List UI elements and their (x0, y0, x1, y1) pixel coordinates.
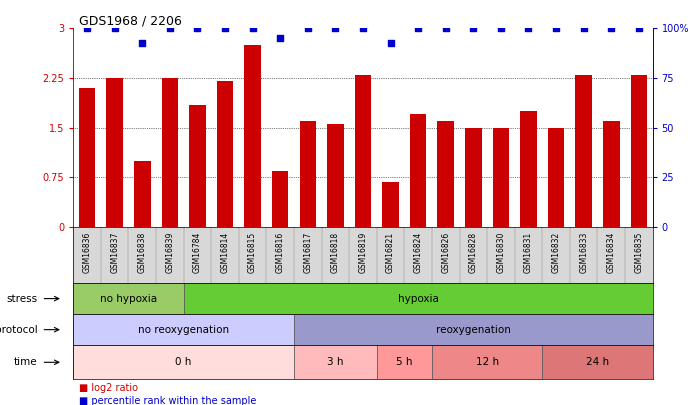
Text: time: time (14, 357, 38, 367)
Text: GSM16816: GSM16816 (276, 232, 285, 273)
Bar (299, 121, 316, 227)
Bar (73, 283, 184, 314)
Bar (217, 81, 233, 227)
Bar (106, 78, 123, 227)
Bar (189, 104, 206, 227)
Text: GSM16824: GSM16824 (414, 232, 422, 273)
Bar (575, 75, 592, 227)
Bar (79, 88, 96, 227)
Text: GSM16784: GSM16784 (193, 232, 202, 273)
Point (413, 25, 424, 32)
Bar (184, 283, 653, 314)
Text: no reoxygenation: no reoxygenation (138, 325, 229, 335)
Point (302, 25, 313, 32)
Text: GSM16815: GSM16815 (248, 232, 257, 273)
Bar (73, 345, 294, 379)
Point (468, 25, 479, 32)
Bar (438, 121, 454, 227)
Text: GSM16833: GSM16833 (579, 232, 588, 273)
Text: GSM16819: GSM16819 (359, 232, 367, 273)
Point (329, 25, 341, 32)
Text: hypoxia: hypoxia (398, 294, 438, 304)
Text: GSM16836: GSM16836 (82, 232, 91, 273)
Point (578, 25, 589, 32)
Bar (410, 115, 426, 227)
Bar (630, 75, 647, 227)
Text: GSM16821: GSM16821 (386, 232, 395, 273)
Text: ■ percentile rank within the sample: ■ percentile rank within the sample (79, 396, 256, 405)
Point (633, 25, 644, 32)
Text: GSM16839: GSM16839 (165, 232, 174, 273)
Text: GSM16835: GSM16835 (634, 232, 644, 273)
Point (109, 25, 120, 32)
Text: GSM16814: GSM16814 (221, 232, 230, 273)
Bar (377, 345, 432, 379)
Text: 3 h: 3 h (327, 357, 343, 367)
Text: GSM16832: GSM16832 (551, 232, 560, 273)
Text: 5 h: 5 h (396, 357, 413, 367)
Text: GSM16834: GSM16834 (607, 232, 616, 273)
Text: reoxygenation: reoxygenation (436, 325, 511, 335)
Text: ■ log2 ratio: ■ log2 ratio (79, 383, 138, 393)
Text: GSM16817: GSM16817 (304, 232, 312, 273)
Text: protocol: protocol (0, 325, 38, 335)
Text: GSM16837: GSM16837 (110, 232, 119, 273)
Bar (327, 124, 343, 227)
Text: 12 h: 12 h (475, 357, 498, 367)
Text: GSM16826: GSM16826 (441, 232, 450, 273)
Text: GSM16828: GSM16828 (469, 232, 478, 273)
Bar (355, 75, 371, 227)
Text: GSM16831: GSM16831 (524, 232, 533, 273)
Point (274, 35, 285, 42)
Bar (294, 345, 377, 379)
Bar (161, 78, 178, 227)
Bar (548, 128, 565, 227)
Point (440, 25, 452, 32)
Text: GSM16838: GSM16838 (138, 232, 147, 273)
Bar (244, 45, 261, 227)
Bar (73, 314, 294, 345)
Bar (383, 182, 399, 227)
Bar (465, 128, 482, 227)
Text: no hypoxia: no hypoxia (100, 294, 157, 304)
Point (137, 40, 148, 46)
Point (606, 25, 617, 32)
Text: GSM16830: GSM16830 (496, 232, 505, 273)
Text: GDS1968 / 2206: GDS1968 / 2206 (79, 14, 182, 27)
Text: 24 h: 24 h (586, 357, 609, 367)
Text: 0 h: 0 h (175, 357, 192, 367)
Point (496, 25, 507, 32)
Bar (294, 314, 653, 345)
Point (247, 25, 258, 32)
Bar (520, 111, 537, 227)
Point (164, 25, 175, 32)
Bar (432, 345, 542, 379)
Bar (542, 345, 653, 379)
Point (219, 25, 230, 32)
Bar (272, 171, 288, 227)
Point (385, 40, 396, 46)
Point (357, 25, 369, 32)
Point (82, 25, 93, 32)
Bar (603, 121, 620, 227)
Point (192, 25, 203, 32)
Bar (134, 161, 151, 227)
Bar (493, 128, 509, 227)
Text: GSM16818: GSM16818 (331, 232, 340, 273)
Text: stress: stress (6, 294, 38, 304)
Point (551, 25, 562, 32)
Point (523, 25, 534, 32)
